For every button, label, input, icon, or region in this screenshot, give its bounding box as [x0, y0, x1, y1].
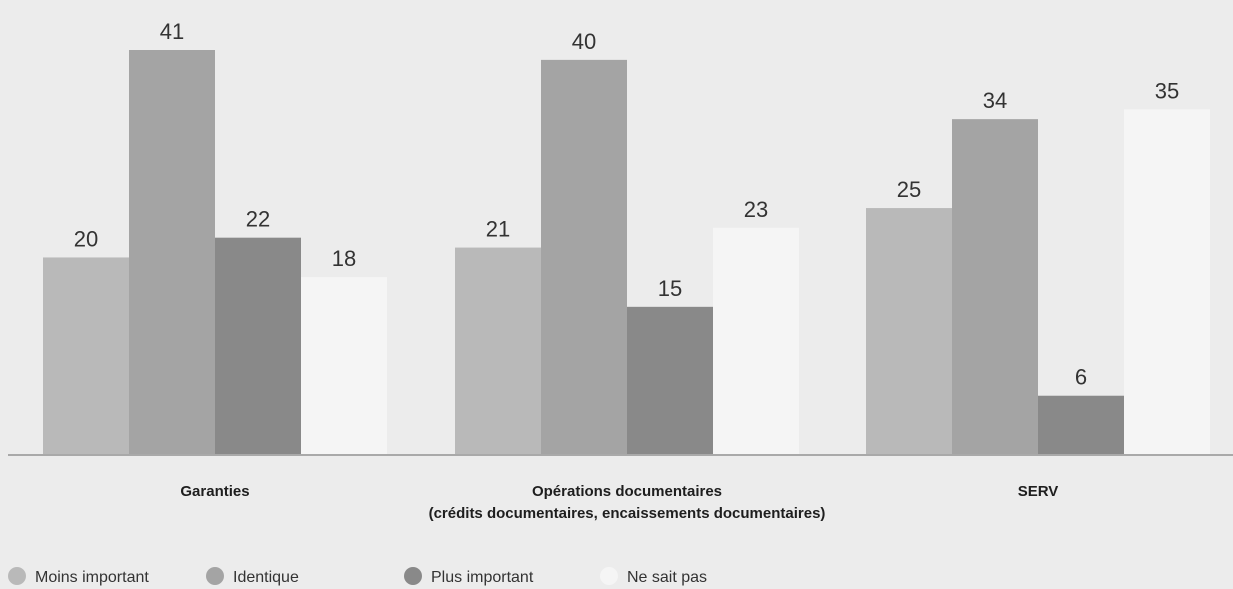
bar-operations-documentaires-moins-important: [455, 247, 541, 455]
value-label-serv-ne-sait-pas: 35: [1155, 78, 1179, 103]
value-label-garanties-ne-sait-pas: 18: [332, 246, 356, 271]
value-label-serv-identique: 34: [983, 88, 1007, 113]
bar-serv-plus-important: [1038, 395, 1124, 455]
legend-label-plus-important: Plus important: [431, 569, 534, 586]
bar-garanties-plus-important: [215, 237, 301, 455]
bar-garanties-identique: [129, 50, 215, 455]
legend-label-ne-sait-pas: Ne sait pas: [627, 569, 708, 586]
bar-garanties-ne-sait-pas: [301, 277, 387, 455]
bar-serv-moins-important: [866, 208, 952, 455]
category-labels-group: Garanties Opérations documentaires (crédit…: [180, 483, 1058, 522]
category-label-serv: SERV: [1018, 483, 1059, 500]
bar-serv-ne-sait-pas: [1124, 109, 1210, 455]
bar-garanties-moins-important: [43, 257, 129, 455]
bars-group: [43, 50, 1210, 456]
legend-item-plus-important: Plus important: [404, 567, 534, 588]
value-label-serv-moins-important: 25: [897, 177, 921, 202]
bar-operations-documentaires-ne-sait-pas: [713, 227, 799, 455]
value-label-serv-plus-important: 6: [1075, 365, 1087, 390]
bar-serv-identique: [952, 119, 1038, 456]
value-labels-group: 20 41 22 18 21 40 15 23 25 34 6 35: [74, 19, 1179, 390]
category-label-operations-documentaires: Opérations documentaires: [532, 483, 722, 500]
legend-swatch-ne-sait-pas: [600, 567, 618, 586]
legend-label-identique: Identique: [233, 569, 299, 586]
category-label-garanties: Garanties: [180, 483, 249, 500]
legend-label-moins-important: Moins important: [35, 569, 149, 586]
bar-operations-documentaires-plus-important: [627, 306, 713, 455]
bar-operations-documentaires-identique: [541, 59, 627, 455]
legend-swatch-identique: [206, 567, 224, 586]
value-label-operations-documentaires-moins-important: 21: [486, 217, 510, 242]
value-label-garanties-identique: 41: [160, 19, 184, 44]
legend-swatch-moins-important: [8, 567, 26, 586]
value-label-operations-documentaires-identique: 40: [572, 29, 596, 54]
value-label-operations-documentaires-plus-important: 15: [658, 276, 682, 301]
legend-item-identique: Identique: [206, 567, 299, 588]
value-label-garanties-moins-important: 20: [74, 226, 98, 251]
legend-swatch-plus-important: [404, 567, 422, 586]
value-label-garanties-plus-important: 22: [246, 207, 270, 232]
category-label-operations-documentaires-line-2: (crédits documentaires, encaissements do…: [429, 505, 826, 522]
legend-item-moins-important: Moins important: [8, 567, 149, 588]
legend-item-ne-sait-pas: Ne sait pas: [600, 567, 708, 588]
value-label-operations-documentaires-ne-sait-pas: 23: [744, 197, 768, 222]
